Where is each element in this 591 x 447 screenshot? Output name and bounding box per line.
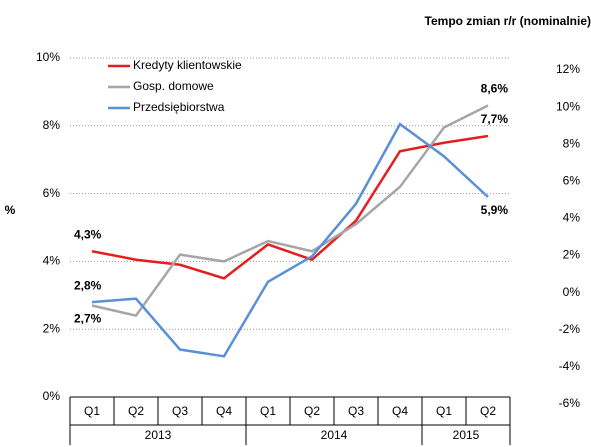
series-line: [91, 104, 489, 318]
y2-tick-label: -4%: [559, 359, 581, 373]
data-label: 5,9%: [481, 203, 509, 217]
x-group-label: 2013: [145, 428, 172, 442]
x-tick-label: Q3: [348, 404, 364, 418]
data-label: 2,7%: [74, 312, 102, 326]
y2-tick-label: 6%: [563, 174, 581, 188]
x-tick-label: Q2: [304, 404, 320, 418]
y-tick-label: 2%: [43, 321, 61, 335]
y-tick-label: 8%: [43, 118, 61, 132]
y2-tick-label: -6%: [559, 396, 581, 410]
y2-tick-label: -2%: [559, 322, 581, 336]
x-tick-label: Q1: [84, 404, 100, 418]
y-axis-label: %: [5, 203, 16, 217]
y2-tick-label: 12%: [556, 62, 580, 76]
x-group-label: 2014: [321, 428, 348, 442]
x-tick-label: Q1: [260, 404, 276, 418]
y-tick-label: 4%: [43, 254, 61, 268]
x-tick-label: Q4: [216, 404, 232, 418]
y2-tick-label: 2%: [563, 248, 581, 262]
data-label: 2,8%: [74, 278, 102, 292]
y2-tick-label: 4%: [563, 211, 581, 225]
x-tick-label: Q1: [436, 404, 452, 418]
legend-label: Przedsiębiorstwa: [133, 100, 225, 114]
data-label: 8,6%: [481, 82, 509, 96]
legend-label: Gosp. domowe: [133, 79, 214, 93]
x-tick-label: Q4: [392, 404, 408, 418]
chart-title: Tempo zmian r/r (nominalnie): [425, 14, 591, 28]
y2-tick-label: 8%: [563, 136, 581, 150]
legend-label: Kredyty klientowskie: [133, 58, 242, 72]
series-line: [91, 134, 489, 280]
x-tick-label: Q3: [172, 404, 188, 418]
data-label: 7,7%: [481, 112, 509, 126]
y-tick-label: 10%: [36, 50, 60, 64]
y-tick-label: 0%: [43, 389, 61, 403]
x-tick-label: Q2: [480, 404, 496, 418]
x-group-label: 2015: [453, 428, 480, 442]
data-label: 4,3%: [74, 227, 102, 241]
y-tick-label: 6%: [43, 186, 61, 200]
x-tick-label: Q2: [128, 404, 144, 418]
y2-tick-label: 10%: [556, 99, 580, 113]
y2-tick-label: 0%: [563, 285, 581, 299]
series-line: [91, 122, 489, 358]
